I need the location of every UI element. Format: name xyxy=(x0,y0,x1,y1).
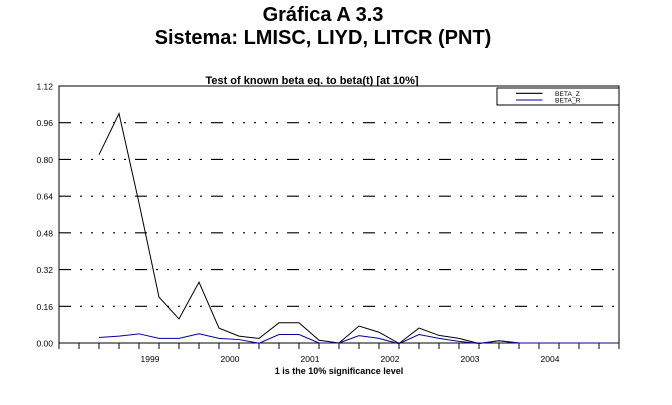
svg-text:2003: 2003 xyxy=(461,354,480,364)
svg-text:0.00: 0.00 xyxy=(36,339,53,349)
svg-text:2000: 2000 xyxy=(221,354,240,364)
svg-text:0.64: 0.64 xyxy=(36,192,53,202)
svg-text:1.12: 1.12 xyxy=(36,82,53,92)
svg-text:1 is the 10% significance leve: 1 is the 10% significance level xyxy=(275,366,404,376)
svg-text:2001: 2001 xyxy=(301,354,320,364)
svg-text:0.48: 0.48 xyxy=(36,228,53,238)
svg-text:0.96: 0.96 xyxy=(36,118,53,128)
svg-text:2002: 2002 xyxy=(381,354,400,364)
svg-text:0.32: 0.32 xyxy=(36,265,53,275)
svg-text:1999: 1999 xyxy=(141,354,160,364)
svg-text:Test of known beta eq. to beta: Test of known beta eq. to beta(t) [at 10… xyxy=(205,75,418,87)
svg-text:0.16: 0.16 xyxy=(36,302,53,312)
svg-text:0.80: 0.80 xyxy=(36,155,53,165)
svg-text:2004: 2004 xyxy=(541,354,560,364)
svg-text:BETA_R: BETA_R xyxy=(555,98,581,105)
